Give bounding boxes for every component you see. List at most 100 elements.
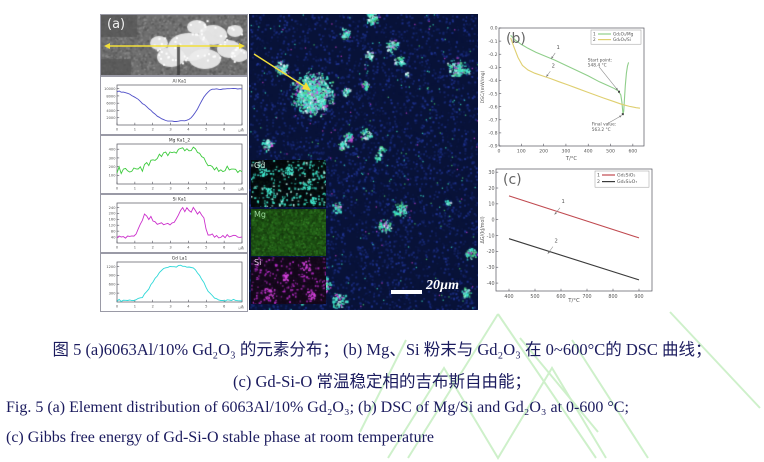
svg-text:2: 2 — [152, 305, 154, 309]
caption-line-en-2: (c) Gibbs free energy of Gd-Si-O stable … — [6, 429, 434, 446]
svg-text:6: 6 — [223, 305, 226, 309]
svg-text:600: 600 — [109, 283, 117, 287]
annotation-arrow — [253, 53, 311, 91]
svg-text:-10: -10 — [487, 233, 495, 239]
svg-text:4: 4 — [187, 305, 190, 309]
svg-text:Si Ka1: Si Ka1 — [173, 197, 187, 203]
svg-text:600: 600 — [628, 149, 637, 155]
scale-bar — [391, 290, 422, 294]
svg-text:1: 1 — [134, 128, 136, 132]
svg-text:2000: 2000 — [106, 116, 116, 120]
svg-text:5: 5 — [205, 246, 207, 250]
svg-text:5: 5 — [205, 187, 207, 191]
svg-text:2: 2 — [152, 187, 154, 191]
svg-text:-20: -20 — [487, 249, 495, 255]
svg-text:0: 0 — [491, 218, 494, 224]
sem-image — [101, 15, 247, 75]
svg-text:-0.9: -0.9 — [489, 144, 498, 150]
svg-text:1: 1 — [562, 199, 565, 205]
svg-text:-0.4: -0.4 — [489, 78, 498, 84]
svg-text:Gd₂O₃/Si: Gd₂O₃/Si — [613, 37, 631, 42]
svg-text:-0.3: -0.3 — [489, 65, 498, 71]
svg-text:0: 0 — [498, 149, 501, 155]
svg-text:Mg Ka1_2: Mg Ka1_2 — [169, 138, 190, 144]
svg-text:7: 7 — [241, 305, 243, 309]
svg-text:800: 800 — [608, 294, 617, 300]
svg-text:300: 300 — [109, 291, 117, 295]
svg-text:-0.2: -0.2 — [489, 52, 498, 58]
panel-a-sem: (a) — [100, 14, 248, 76]
svg-text:0.0: 0.0 — [490, 26, 497, 32]
svg-text:300: 300 — [109, 156, 117, 160]
svg-text:-0.8: -0.8 — [489, 131, 498, 137]
svg-text:4: 4 — [187, 128, 190, 132]
svg-text:Gd₂O₃/Mg: Gd₂O₃/Mg — [613, 32, 634, 37]
svg-text:400: 400 — [109, 148, 117, 152]
svg-text:µm: µm — [239, 129, 245, 133]
watermark — [359, 311, 761, 460]
svg-text:2: 2 — [152, 128, 154, 132]
svg-text:160: 160 — [109, 218, 117, 222]
svg-text:3: 3 — [169, 187, 171, 191]
scan-line — [104, 43, 245, 49]
svg-text:µm: µm — [239, 188, 245, 192]
svg-text:Gd₂SiO₅: Gd₂SiO₅ — [617, 173, 635, 179]
svg-text:400: 400 — [584, 149, 593, 155]
svg-text:20: 20 — [488, 186, 494, 192]
svg-text:80: 80 — [111, 230, 116, 234]
svg-text:700: 700 — [582, 294, 591, 300]
svg-text:30: 30 — [488, 170, 494, 176]
line-scan-chart-gd: 0 1 2 3 4 5 6 7 300 600 900 1200 Gd La1 µm — [100, 253, 248, 312]
svg-text:240: 240 — [109, 206, 117, 210]
svg-text:900: 900 — [634, 294, 643, 300]
svg-text:-40: -40 — [487, 281, 495, 287]
caption-line-zh-1: 图 5 (a)6063Al/10% Gd₂O₃ 的元素分布； (b) Mg、Si… — [52, 340, 712, 359]
svg-text:DSC/(mW/mg): DSC/(mW/mg) — [480, 70, 486, 103]
element-map-gd-label: Gd — [254, 161, 266, 170]
svg-text:1: 1 — [134, 187, 136, 191]
element-map-mg-label: Mg — [254, 210, 266, 219]
caption-line-zh-2: (c) Gd-Si-O 常温稳定相的吉布斯自由能； — [233, 372, 531, 391]
svg-text:300: 300 — [562, 149, 571, 155]
svg-text:5: 5 — [205, 305, 207, 309]
svg-text:1: 1 — [597, 173, 600, 179]
svg-text:4: 4 — [187, 187, 190, 191]
svg-text:900: 900 — [109, 274, 117, 278]
svg-text:10: 10 — [488, 202, 494, 208]
element-map-si: Si — [251, 257, 326, 304]
svg-text:4: 4 — [187, 246, 190, 250]
svg-text:200: 200 — [109, 212, 117, 216]
svg-text:1: 1 — [593, 32, 596, 37]
svg-text:0: 0 — [116, 187, 119, 191]
svg-text:200: 200 — [109, 165, 117, 169]
svg-text:3: 3 — [169, 305, 171, 309]
svg-text:T/°C: T/°C — [567, 298, 580, 304]
svg-text:4000: 4000 — [106, 109, 116, 113]
svg-text:3: 3 — [169, 246, 171, 250]
svg-text:0: 0 — [116, 246, 119, 250]
svg-text:Gd₂Si₂O₇: Gd₂Si₂O₇ — [617, 179, 637, 185]
svg-text:Al Ka1: Al Ka1 — [173, 79, 187, 85]
svg-text:2: 2 — [593, 37, 596, 42]
svg-text:500: 500 — [606, 149, 615, 155]
svg-text:7: 7 — [241, 187, 243, 191]
svg-text:0: 0 — [116, 128, 119, 132]
svg-text:6: 6 — [223, 187, 226, 191]
svg-text:(b): (b) — [506, 31, 526, 47]
svg-text:6000: 6000 — [106, 102, 116, 106]
svg-text:T/°C: T/°C — [565, 156, 578, 162]
line-scan-chart-si: 0 1 2 3 4 5 6 7 40 80 120 160 200 240 Si Ka1 µm — [100, 194, 248, 253]
svg-text:200: 200 — [539, 149, 548, 155]
svg-text:100: 100 — [109, 174, 117, 178]
eds-composite-map: Gd Mg Si 20µm — [249, 14, 478, 310]
svg-text:10000: 10000 — [104, 87, 116, 91]
svg-text:7: 7 — [241, 246, 243, 250]
svg-text:6: 6 — [223, 246, 226, 250]
svg-text:Gd La1: Gd La1 — [172, 256, 188, 262]
svg-text:400: 400 — [504, 294, 513, 300]
svg-text:-0.5: -0.5 — [489, 91, 498, 97]
svg-text:2: 2 — [152, 246, 154, 250]
element-map-mg-image — [251, 209, 326, 256]
svg-text:600: 600 — [556, 294, 565, 300]
svg-text:2: 2 — [555, 239, 558, 245]
